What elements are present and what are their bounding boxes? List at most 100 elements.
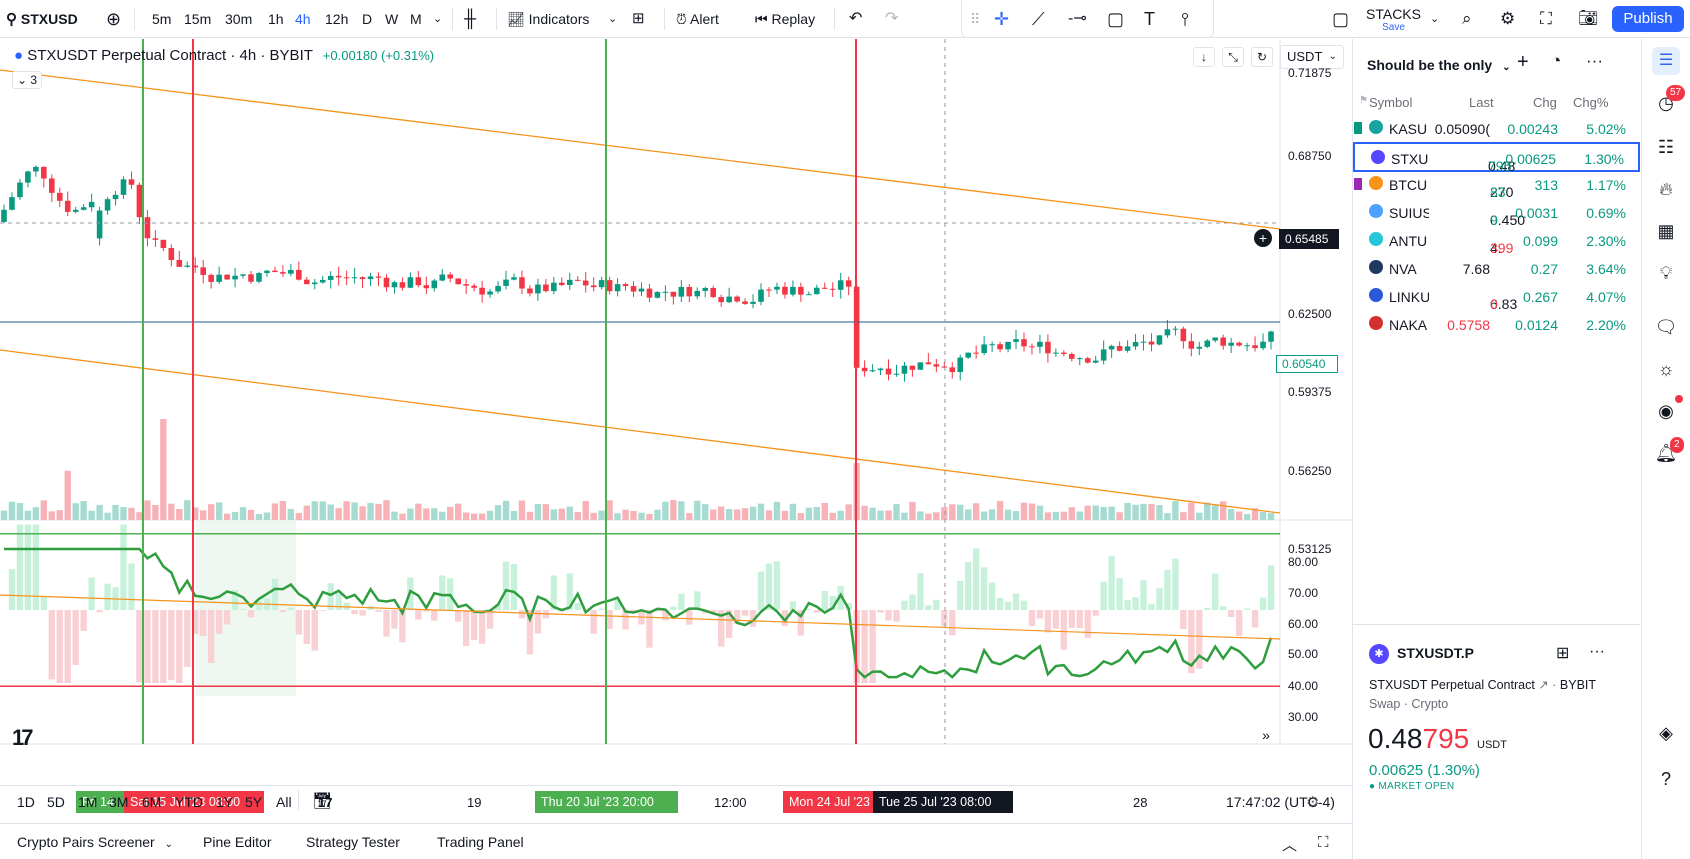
quick-search-icon[interactable]: ⌕ xyxy=(1462,9,1472,28)
rectangle-icon[interactable]: ▢ xyxy=(1107,9,1125,29)
replay-button[interactable]: ⏮︎ Replay xyxy=(755,0,815,38)
column-chg-pct[interactable]: Chg% xyxy=(1573,95,1609,110)
candle-body xyxy=(798,286,804,295)
collapse-indicators-button[interactable]: ⌄ 3 xyxy=(12,71,43,89)
watchlist-icon[interactable]: ☰ xyxy=(1652,47,1680,75)
text-icon[interactable]: T xyxy=(1144,9,1155,29)
column-last[interactable]: Last xyxy=(1469,95,1494,110)
range-5y[interactable]: 5Y xyxy=(245,794,263,810)
watchlist-row[interactable]: ANTU 4. 399 0.099 2.30% xyxy=(1353,226,1640,256)
watchlist-row[interactable]: STXU 0.48 795 0.00625 1.30% xyxy=(1353,142,1640,174)
collapse-icon[interactable]: ⤡ xyxy=(1222,47,1244,67)
tab-crypto-screener[interactable]: Crypto Pairs Screener ⌄ xyxy=(17,834,173,850)
watchlist-row[interactable]: NAKA 0.5758 0.0124 2.20% xyxy=(1353,310,1640,340)
interval-w[interactable]: W xyxy=(385,11,399,27)
gear-icon[interactable]: ⚙ xyxy=(1500,9,1516,28)
clock-label[interactable]: 17:47:02 (UTC-4) xyxy=(1226,794,1335,810)
range-1m[interactable]: 1M xyxy=(78,794,98,810)
chart-canvas[interactable] xyxy=(0,39,1352,785)
chevron-down-icon[interactable]: ⌄ xyxy=(433,13,443,25)
hotlist-fire-icon[interactable]: 🔥︎ xyxy=(1659,179,1673,199)
oscillator-bar xyxy=(598,608,605,610)
oscillator-bar xyxy=(1251,610,1259,628)
external-link-icon[interactable]: ↗ xyxy=(1538,678,1549,692)
candle-body xyxy=(112,194,119,200)
interval-30m[interactable]: 30m xyxy=(225,11,253,27)
alert-button[interactable]: ⏰︎ Alert xyxy=(676,0,719,38)
watchlist-row[interactable]: KASU 0.05090(0.00243 5.02% xyxy=(1353,114,1640,144)
arrow-down-icon[interactable]: ↓ xyxy=(1193,47,1215,67)
range-3m[interactable]: 3M xyxy=(109,794,129,810)
currency-select[interactable]: USDT ⌄ xyxy=(1280,45,1344,69)
square-icon[interactable]: ▢ xyxy=(1332,9,1350,29)
fullscreen-icon[interactable]: ⛶ xyxy=(1540,9,1552,28)
chevron-down-icon[interactable]: ⌄ xyxy=(1430,13,1440,25)
watchlist-row[interactable]: BTCU 270 83 313 1.17% xyxy=(1353,170,1640,200)
compare-plus-icon[interactable]: ⊕ xyxy=(106,9,122,29)
add-alert-plus-icon[interactable]: + xyxy=(1254,229,1272,247)
tab-pine-editor[interactable]: Pine Editor xyxy=(203,834,272,850)
idea-bulb-icon[interactable]: 💡︎ xyxy=(1659,263,1673,283)
column-chg[interactable]: Chg xyxy=(1533,95,1557,110)
streams-icon[interactable]: ◉ xyxy=(1658,401,1674,421)
settings-gear-icon[interactable]: ⚙ xyxy=(1306,794,1320,811)
publish-button[interactable]: Publish xyxy=(1612,6,1684,32)
calendar-range-icon[interactable]: 📅︎ xyxy=(312,793,333,810)
details-symbol[interactable]: STXUSDT.P xyxy=(1397,645,1475,661)
interval-d[interactable]: D xyxy=(362,11,373,27)
crosshair-icon[interactable]: ✛ xyxy=(994,9,1010,29)
chat-icon[interactable]: 🗨︎ xyxy=(1654,317,1678,337)
watchlist-row[interactable]: SUIUS 0.450 9 0.0031 0.69% xyxy=(1353,198,1640,228)
range-1d[interactable]: 1D xyxy=(17,794,35,810)
camera-icon[interactable]: 📷︎ xyxy=(1578,10,1599,27)
candles-icon[interactable]: ╫ xyxy=(464,9,477,28)
redo-icon[interactable]: ↷ xyxy=(885,10,899,27)
range-1y[interactable]: 1Y xyxy=(216,794,234,810)
column-symbol[interactable]: Symbol xyxy=(1369,95,1413,110)
indicators-button[interactable]: 📈︎ Indicators xyxy=(507,0,589,38)
interval-1h[interactable]: 1h xyxy=(268,11,284,27)
scroll-right-icon[interactable]: » xyxy=(1262,727,1270,743)
refresh-icon[interactable]: ↻ xyxy=(1251,47,1273,67)
flag-icon[interactable] xyxy=(1354,122,1362,134)
tab-trading-panel[interactable]: Trading Panel xyxy=(437,834,524,850)
interval-4h[interactable]: 4h xyxy=(295,11,311,27)
chevron-down-icon[interactable]: ⌄ xyxy=(608,13,618,25)
symbol-search[interactable]: ⚲ STXUSD xyxy=(6,0,78,38)
volume-bar xyxy=(215,502,223,520)
watchlist-row[interactable]: LINKU 6.83 0 0.267 4.07% xyxy=(1353,282,1640,312)
more-options-icon[interactable]: ··· xyxy=(1589,643,1605,660)
trendline-icon[interactable]: ⟋ xyxy=(1032,9,1045,29)
more-options-icon[interactable]: ··· xyxy=(1586,51,1603,70)
range-ytd[interactable]: YTD xyxy=(175,794,203,810)
tips-icon[interactable]: ☼ xyxy=(1657,359,1675,379)
news-icon[interactable]: ☷ xyxy=(1657,137,1675,157)
watchlist-name[interactable]: Should be the only ⌄ xyxy=(1367,57,1511,73)
add-symbol-plus-icon[interactable]: + xyxy=(1517,51,1529,73)
range-6m[interactable]: 6M xyxy=(142,794,162,810)
candle-body xyxy=(1124,346,1131,351)
interval-m[interactable]: M xyxy=(410,11,422,27)
range-5d[interactable]: 5D xyxy=(47,794,65,810)
layout-name[interactable]: STACKS Save xyxy=(1366,6,1421,33)
flag-icon[interactable] xyxy=(1354,178,1362,190)
vertical-line-icon[interactable]: ⫯ xyxy=(1181,9,1189,29)
chevron-up-icon[interactable]: ︿ xyxy=(1282,837,1298,854)
advanced-view-icon[interactable]: ◔ xyxy=(1551,51,1562,70)
layers-icon[interactable]: ◈ xyxy=(1659,723,1673,743)
undo-icon[interactable]: ↶ xyxy=(849,10,863,27)
range-all[interactable]: All xyxy=(276,794,292,810)
calendar-icon[interactable]: ▦ xyxy=(1657,221,1675,241)
interval-12h[interactable]: 12h xyxy=(325,11,349,27)
chart-area[interactable]: ● STXUSDT Perpetual Contract · 4h · BYBI… xyxy=(0,39,1352,813)
interval-5m[interactable]: 5m xyxy=(152,11,172,27)
tab-strategy-tester[interactable]: Strategy Tester xyxy=(306,834,400,850)
grid-view-icon[interactable]: ⊞ xyxy=(1556,645,1570,662)
interval-15m[interactable]: 15m xyxy=(184,11,212,27)
horizontal-line-icon[interactable]: -⊸ xyxy=(1068,10,1087,27)
layout-grid-icon[interactable]: ⊞ xyxy=(632,10,645,27)
watchlist-row[interactable]: NVA 7.68 0.27 3.64% xyxy=(1353,254,1640,284)
help-icon[interactable]: ? xyxy=(1660,769,1671,789)
drag-handle-icon[interactable]: ⠿ xyxy=(970,11,981,27)
maximize-panel-icon[interactable]: ⛶ xyxy=(1318,834,1329,851)
